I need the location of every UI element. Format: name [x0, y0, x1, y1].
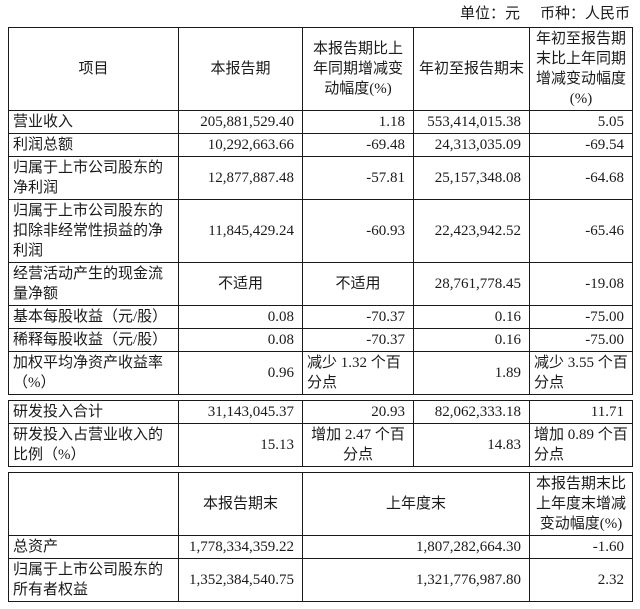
value-cell: 减少 1.32 个百分点 [302, 351, 414, 395]
value-cell: 28,761,778.45 [413, 262, 530, 306]
table-row: 研发投入占营业收入的比例（%） 15.13 增加 2.47 个百分点 14.83… [8, 423, 633, 467]
value-cell: -75.00 [529, 305, 633, 329]
value-cell: -69.54 [529, 133, 633, 157]
value-cell: 0.08 [178, 328, 303, 352]
value-cell: 15.13 [178, 423, 303, 467]
col-header-current-vs-prior: 本报告期比上年同期增减变动幅度(%) [302, 27, 414, 111]
value-cell: -65.46 [529, 199, 633, 263]
table-row: 利润总额 10,292,663.66 -69.48 24,313,035.09 … [8, 133, 633, 157]
balance-table: 本报告期末 上年度末 本报告期末比上年度末增减变动幅度(%) 总资产 1,778… [8, 472, 633, 602]
rd-investment-table: 研发投入合计 31,143,045.37 20.93 82,062,333.18… [8, 400, 633, 467]
value-cell: 20.93 [302, 400, 414, 424]
value-cell: 0.16 [413, 305, 530, 329]
value-cell: 0.08 [178, 305, 303, 329]
value-cell: 31,143,045.37 [178, 400, 303, 424]
table-row: 研发投入合计 31,143,045.37 20.93 82,062,333.18… [8, 400, 633, 424]
item-cell: 归属于上市公司股东的净利润 [8, 156, 179, 200]
table-row: 归属于上市公司股东的扣除非经常性损益的净利润 11,845,429.24 -60… [8, 199, 633, 263]
value-cell: -75.00 [529, 328, 633, 352]
table-row: 经营活动产生的现金流量净额 不适用 不适用 28,761,778.45 -19.… [8, 262, 633, 306]
value-cell: -70.37 [302, 328, 414, 352]
value-cell: -69.48 [302, 133, 414, 157]
value-cell: 205,881,529.40 [178, 110, 303, 134]
item-cell: 基本每股收益（元/股） [8, 305, 179, 329]
col-header-period-end: 本报告期末 [178, 472, 303, 536]
value-cell: -60.93 [302, 199, 414, 263]
col-header-item: 项目 [8, 27, 179, 111]
item-cell: 稀释每股收益（元/股） [8, 328, 179, 352]
table-row: 总资产 1,778,334,359.22 1,807,282,664.30 -1… [8, 535, 633, 559]
unit-label: 单位：元 [459, 6, 520, 22]
item-cell: 归属于上市公司股东的扣除非经常性损益的净利润 [8, 199, 179, 263]
value-cell: 1.18 [302, 110, 414, 134]
table-row: 归属于上市公司股东的所有者权益 1,352,384,540.75 1,321,7… [8, 558, 633, 602]
table-row: 归属于上市公司股东的净利润 12,877,887.48 -57.81 25,15… [8, 156, 633, 200]
table-row: 基本每股收益（元/股） 0.08 -70.37 0.16 -75.00 [8, 305, 633, 329]
value-cell: 不适用 [302, 262, 414, 306]
value-cell: 不适用 [178, 262, 303, 306]
value-cell: 减少 3.55 个百分点 [529, 351, 633, 395]
value-cell: 增加 2.47 个百分点 [302, 423, 414, 467]
header-row: 项目 本报告期 本报告期比上年同期增减变动幅度(%) 年初至报告期末 年初至报告… [8, 27, 633, 111]
value-cell: 25,157,348.08 [413, 156, 530, 200]
value-cell: 24,313,035.09 [413, 133, 530, 157]
item-cell: 研发投入合计 [8, 400, 179, 424]
table-row: 营业收入 205,881,529.40 1.18 553,414,015.38 … [8, 110, 633, 134]
col-header-period-end-change: 本报告期末比上年度末增减变动幅度(%) [529, 472, 633, 536]
value-cell: 553,414,015.38 [413, 110, 530, 134]
value-cell: -19.08 [529, 262, 633, 306]
main-indicators-table: 项目 本报告期 本报告期比上年同期增减变动幅度(%) 年初至报告期末 年初至报告… [8, 27, 633, 395]
item-cell: 归属于上市公司股东的所有者权益 [8, 558, 179, 602]
value-cell: 1,352,384,540.75 [178, 558, 303, 602]
value-cell: 1,321,776,987.80 [302, 558, 530, 602]
value-cell: 22,423,942.52 [413, 199, 530, 263]
value-cell: 11.71 [529, 400, 633, 424]
value-cell: 0.16 [413, 328, 530, 352]
item-cell: 总资产 [8, 535, 179, 559]
table-row: 稀释每股收益（元/股） 0.08 -70.37 0.16 -75.00 [8, 328, 633, 352]
col-header-ytd-vs-prior: 年初至报告期末比上年同期增减变动幅度(%) [529, 27, 633, 111]
item-cell: 经营活动产生的现金流量净额 [8, 262, 179, 306]
value-cell: 2.32 [529, 558, 633, 602]
value-cell: 0.96 [178, 351, 303, 395]
value-cell: 1.89 [413, 351, 530, 395]
value-cell: 11,845,429.24 [178, 199, 303, 263]
value-cell: -70.37 [302, 305, 414, 329]
item-cell: 加权平均净资产收益率（%） [8, 351, 179, 395]
col-header-ytd: 年初至报告期末 [413, 27, 530, 111]
value-cell: -57.81 [302, 156, 414, 200]
table-row: 加权平均净资产收益率（%） 0.96 减少 1.32 个百分点 1.89 减少 … [8, 351, 633, 395]
value-cell: 10,292,663.66 [178, 133, 303, 157]
item-cell: 利润总额 [8, 133, 179, 157]
empty-header-cell [8, 472, 179, 536]
value-cell: 82,062,333.18 [413, 400, 530, 424]
col-header-current-period: 本报告期 [178, 27, 303, 111]
currency-label: 币种：人民币 [539, 6, 630, 22]
item-cell: 营业收入 [8, 110, 179, 134]
value-cell: 12,877,887.48 [178, 156, 303, 200]
value-cell: 14.83 [413, 423, 530, 467]
value-cell: 1,778,334,359.22 [178, 535, 303, 559]
value-cell: -64.68 [529, 156, 633, 200]
header-row: 本报告期末 上年度末 本报告期末比上年度末增减变动幅度(%) [8, 472, 633, 536]
value-cell: 增加 0.89 个百分点 [529, 423, 633, 467]
value-cell: -1.60 [529, 535, 633, 559]
item-cell: 研发投入占营业收入的比例（%） [8, 423, 179, 467]
value-cell: 1,807,282,664.30 [302, 535, 530, 559]
col-header-prior-year-end: 上年度末 [302, 472, 530, 536]
unit-currency-line: 单位：元 币种：人民币 [0, 0, 640, 27]
value-cell: 5.05 [529, 110, 633, 134]
